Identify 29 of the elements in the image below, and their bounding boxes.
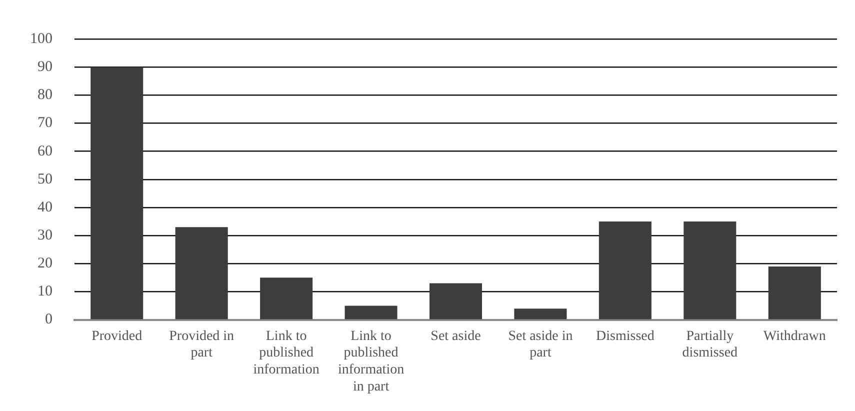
y-tick-label: 100 [30, 30, 52, 47]
x-tick-label: Provided in part [169, 328, 234, 361]
x-tick-label: Link to published information in part [338, 328, 404, 394]
bar [90, 67, 144, 320]
bar [260, 278, 313, 320]
x-tick-label: Provided [92, 328, 142, 344]
bar [684, 222, 736, 320]
x-tick-label: Set aside [430, 328, 481, 344]
bar [598, 222, 652, 320]
y-tick-label: 10 [38, 284, 52, 300]
bar [429, 283, 482, 320]
y-tick-label: 70 [38, 115, 52, 132]
x-tick-label: Link to published information [253, 328, 320, 378]
bar [768, 266, 821, 320]
y-tick-label: 60 [38, 143, 52, 160]
y-tick-label: 80 [38, 87, 52, 104]
y-tick-label: 0 [45, 312, 52, 328]
y-tick-label: 40 [38, 199, 52, 216]
x-tick-label: Set aside in part [508, 328, 573, 361]
y-tick-label: 50 [38, 171, 52, 188]
x-tick-label: Dismissed [596, 328, 654, 344]
y-tick-label: 30 [38, 227, 52, 244]
x-tick-label: Withdrawn [763, 328, 826, 344]
x-tick-label: Partially dismissed [682, 328, 738, 361]
bar [344, 306, 398, 320]
bar [175, 227, 228, 320]
y-tick-label: 20 [38, 256, 52, 272]
bar [514, 308, 567, 320]
y-tick-label: 90 [38, 59, 52, 76]
